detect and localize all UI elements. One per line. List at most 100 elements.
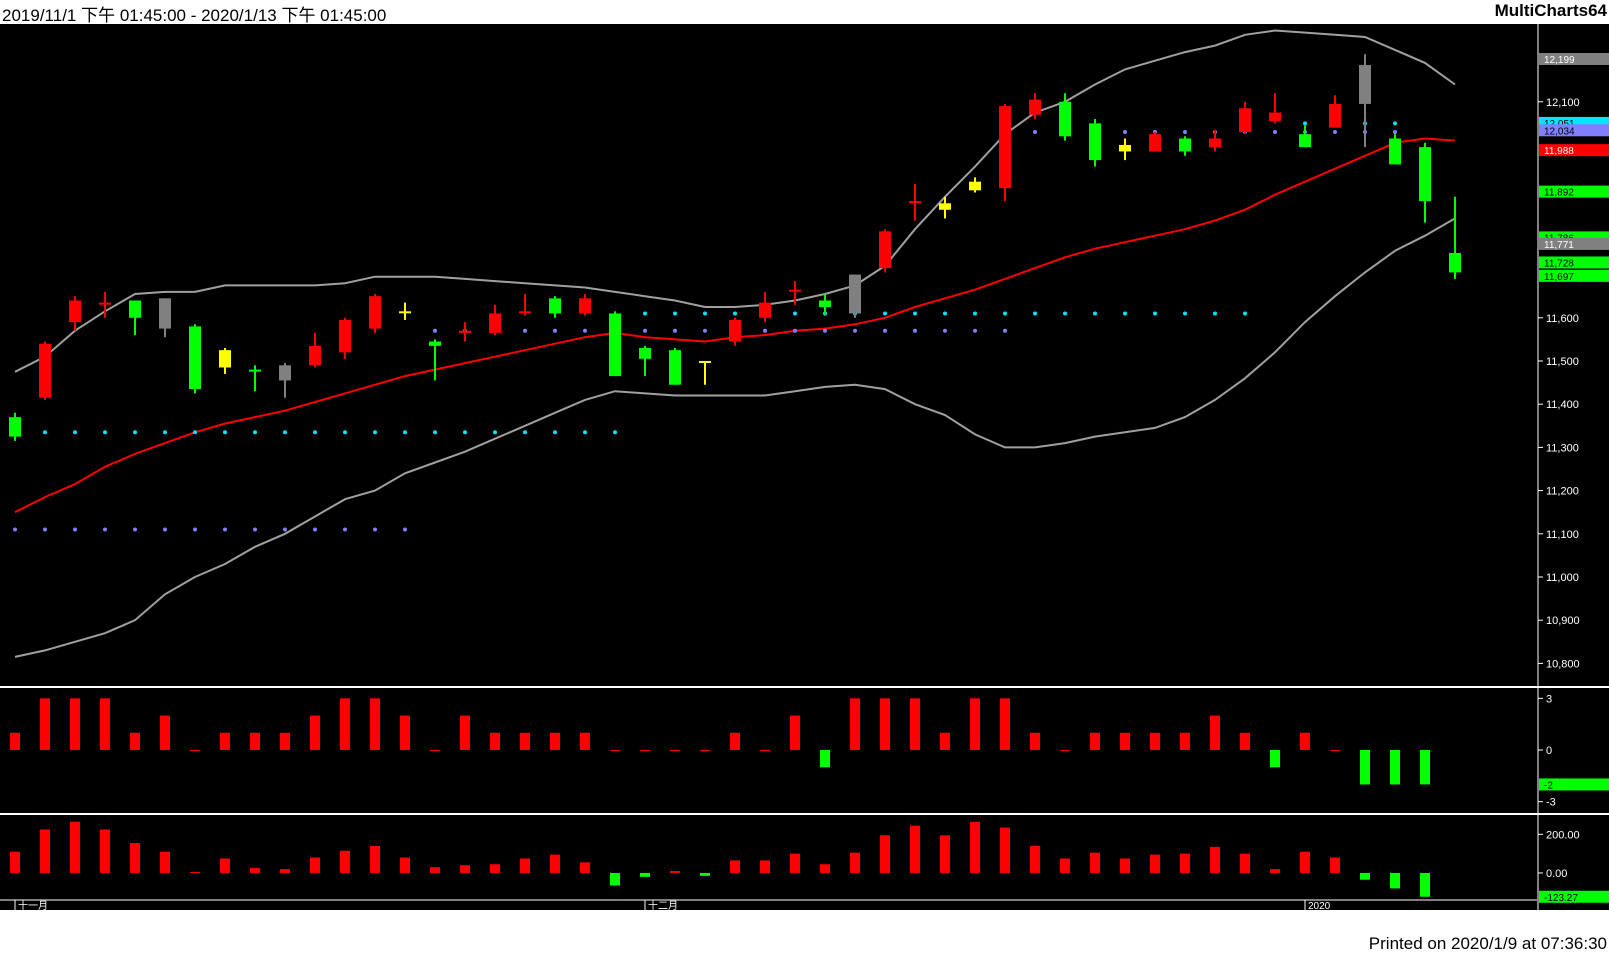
purple-dot [913,328,917,333]
cyan-dot [1183,311,1187,316]
purple-dot [643,328,647,333]
indicator1-bar [610,750,620,751]
indicator1-bar [280,732,290,750]
indicator1-bar [1270,750,1280,768]
price-tag-label: 12,034 [1544,126,1575,137]
indicator1-bar [790,715,800,750]
indicator2-bar [1210,846,1220,873]
indicator1-bar [520,732,530,750]
indicator2-bar [430,867,440,873]
candle-body [1449,252,1461,273]
purple-dot [43,527,47,532]
pane-divider [0,686,1609,688]
indicator2-bar [940,835,950,873]
indicator1-bar [760,750,770,751]
purple-dot [253,527,257,532]
candle-body [1119,144,1131,152]
indicator-value-label: -123.27 [1544,893,1578,904]
indicator1-bar [370,698,380,750]
chart-background [0,24,1609,934]
candle-body [519,311,531,314]
purple-dot [13,527,17,532]
indicator2-bar [130,843,140,873]
price-chart[interactable]: 10,800 10,900 11,000 11,100 11,200 11,300 11,4… [0,24,1609,934]
indicator1-bar [340,698,350,750]
candle-body [1059,101,1071,137]
candle-body [969,181,981,191]
purple-dot [433,328,437,333]
cyan-dot [253,430,257,435]
purple-dot [973,328,977,333]
indicator-tick-label: 0.00 [1546,868,1567,880]
candle-body [879,231,891,269]
candle-body [669,350,681,385]
cyan-dot [553,430,557,435]
cyan-dot [433,430,437,435]
candle-body [909,201,921,204]
cyan-dot [883,311,887,316]
price-tag [1539,269,1609,282]
indicator-tick-label: 3 [1546,693,1552,705]
purple-dot [163,527,167,532]
title-bar: 2019/11/1 下午 01:45:00 - 2020/1/13 下午 01:… [0,0,1609,25]
candle-body [69,300,81,323]
price-tick-label: 11,300 [1546,442,1579,454]
upper-band-line [14,29,1456,373]
price-tag [1539,237,1609,250]
indicator1-bar [1030,732,1040,750]
indicator1-bar [970,698,980,750]
purple-dot [883,328,887,333]
purple-dot [193,527,197,532]
cyan-dot [1063,311,1067,316]
candle-body [999,106,1011,189]
cyan-dot [1393,121,1397,126]
candle-body [579,298,591,314]
candle-body [129,300,141,318]
indicator2-bar [340,850,350,873]
cyan-dot [583,430,587,435]
indicator1-bar [730,732,740,750]
candle-body [1149,134,1161,152]
indicator2-bar [1330,857,1340,873]
cyan-dot [313,430,317,435]
indicator2-bar [10,851,20,873]
candle-body [1209,138,1221,148]
cyan-dot [463,430,467,435]
indicator2-bar [1270,869,1280,873]
cyan-dot [673,311,677,316]
candle-body [1419,147,1431,202]
candle-body [309,345,321,366]
indicator2-bar [160,851,170,873]
price-tick-label: 11,100 [1546,529,1579,541]
price-tag-label: 12,199 [1544,55,1575,66]
price-tick-label: 10,900 [1546,615,1580,627]
indicator1-bar [1390,750,1400,785]
purple-dot [133,527,137,532]
candle-body [99,302,111,305]
candle-body [819,300,831,307]
indicator2-bar [40,829,50,873]
candle-body [1179,138,1191,152]
purple-dot [823,328,827,333]
price-tag [1539,256,1609,269]
indicator2-bar [1360,872,1370,880]
indicator2-bar [1240,853,1250,873]
indicator2-bar [220,858,230,873]
candle-body [459,330,471,333]
app-name-label: MultiCharts64 [1494,1,1607,20]
purple-dot [73,527,77,532]
pane-divider [0,813,1609,815]
cyan-dot [343,430,347,435]
price-tick-label: 11,400 [1546,399,1579,411]
purple-dot [1183,130,1187,135]
indicator2-bar [460,865,470,873]
cyan-dot [283,430,287,435]
price-tag-label: 11,728 [1544,258,1574,269]
candle-body [549,298,561,314]
candle-body [1359,65,1371,104]
indicator1-bar [130,732,140,750]
purple-dot [853,328,857,333]
purple-dot [1123,130,1127,135]
candle-body [729,319,741,342]
indicator2-bar [850,852,860,873]
